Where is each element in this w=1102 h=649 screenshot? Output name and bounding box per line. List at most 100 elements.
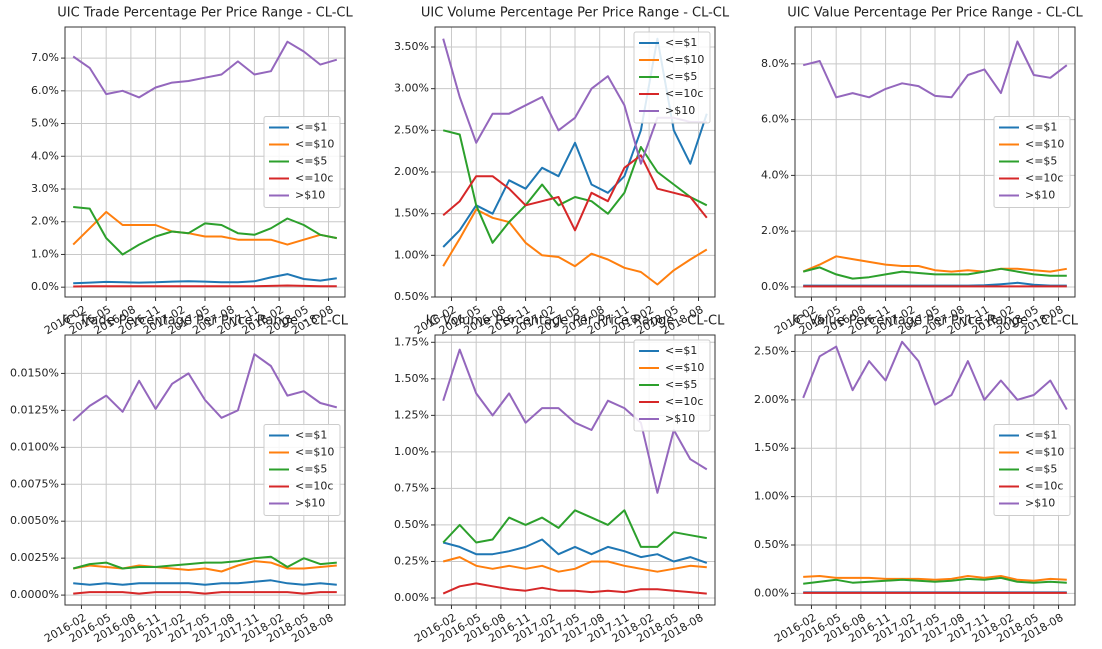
y-tick-label: 2.0% <box>31 215 59 228</box>
plot-frame <box>434 334 716 606</box>
legend-label: <=$1 <box>295 121 327 134</box>
y-tick-label: 6.0% <box>31 84 59 97</box>
series-line <box>73 579 337 586</box>
legend-label: >$10 <box>1025 497 1055 510</box>
panel: UIC Value Percentage Per Price Range - C… <box>761 6 1084 338</box>
series-line <box>803 576 1067 585</box>
legend-label: <=$1 <box>1025 429 1057 442</box>
y-tick-label: 0.00% <box>754 586 789 599</box>
legend-label: <=$1 <box>665 36 697 49</box>
y-tick-label: 0.0125% <box>10 403 59 416</box>
y-tick-label: 0.50% <box>394 518 429 531</box>
legend-label: >$10 <box>295 189 325 202</box>
y-tick-label: 3.50% <box>394 40 429 53</box>
series-line <box>442 538 708 564</box>
y-tick-label: 1.25% <box>394 408 429 421</box>
y-tick-label: 0.50% <box>754 538 789 551</box>
plot-frame <box>794 334 1076 606</box>
legend-box <box>263 116 341 208</box>
series-line <box>73 284 337 288</box>
y-tick-label: 0.0025% <box>10 551 59 564</box>
y-tick-label: 1.50% <box>394 207 429 220</box>
legend: <=$1 <=$10 <=$5 <=10c >$10 <box>633 339 711 432</box>
series-line <box>802 255 1067 273</box>
legend-label: <=$10 <box>1025 446 1064 459</box>
legend-box <box>993 424 1071 516</box>
y-tick-label: 0.0000% <box>10 588 59 601</box>
legend-label: <=$10 <box>665 53 704 66</box>
plot-frame <box>64 26 346 298</box>
y-tick-label: 0.25% <box>394 554 429 567</box>
legend: <=$1 <=$10 <=$5 <=10c >$10 <box>993 424 1071 516</box>
legend: <=$1 <=$10 <=$5 <=10c >$10 <box>633 31 711 124</box>
y-tick-label: 4.0% <box>31 149 59 162</box>
legend-box <box>633 31 711 124</box>
series-line <box>73 591 337 595</box>
legend-box <box>993 116 1071 208</box>
chart-title: UIC Volume Percentage Per Price Range - … <box>421 6 730 21</box>
y-tick-label: 0.0100% <box>10 440 59 453</box>
y-tick-label: 1.00% <box>754 490 789 503</box>
plot-frame <box>64 334 346 606</box>
y-tick-label: 1.00% <box>394 445 429 458</box>
series-line <box>72 555 337 570</box>
y-tick-label: 1.50% <box>394 372 429 385</box>
y-tick-label: 0.0075% <box>10 477 59 490</box>
panel: UIC Volume Percentage Per Price Range - … <box>394 6 730 338</box>
y-tick-label: 2.50% <box>754 344 789 357</box>
legend-label: >$10 <box>295 497 325 510</box>
series-line <box>73 273 337 285</box>
legend-label: <=10c <box>1025 172 1063 185</box>
series-line <box>442 129 708 244</box>
y-tick-label: 1.50% <box>754 441 789 454</box>
panel: IC Value Percentage Per Price Range - CL… <box>754 314 1079 646</box>
series-line <box>73 560 337 573</box>
series-line <box>442 348 708 494</box>
legend-label: <=$10 <box>295 446 334 459</box>
plot-frame <box>794 26 1076 298</box>
legend-label: <=$1 <box>1025 121 1057 134</box>
chart-title: IC Value Percentage Per Price Range - CL… <box>792 314 1079 329</box>
series-line <box>72 210 337 246</box>
series-line <box>442 582 707 595</box>
panel: IC Trade Percentage Per Price Range - CL… <box>10 314 349 646</box>
chart-title: UIC Value Percentage Per Price Range - C… <box>787 6 1083 21</box>
y-tick-label: 0.50% <box>394 290 429 303</box>
legend-label: <=$5 <box>665 378 697 391</box>
y-tick-label: 2.50% <box>394 123 429 136</box>
legend-label: <=$10 <box>1025 138 1064 151</box>
legend-label: >$10 <box>665 412 695 425</box>
series-line <box>72 353 338 422</box>
y-tick-label: 4.0% <box>761 168 789 181</box>
series-line <box>442 208 708 286</box>
legend-label: <=10c <box>665 87 703 100</box>
y-tick-label: 1.75% <box>394 335 429 348</box>
legend-label: <=$1 <box>295 429 327 442</box>
y-tick-label: 3.00% <box>394 82 429 95</box>
y-tick-label: 0.00% <box>394 591 429 604</box>
legend-label: >$10 <box>1025 189 1055 202</box>
y-tick-label: 5.0% <box>31 117 59 130</box>
y-tick-label: 0.0050% <box>10 514 59 527</box>
legend-box <box>263 424 341 516</box>
legend-label: <=$1 <box>665 344 697 357</box>
series-line <box>73 206 337 256</box>
y-tick-label: 3.0% <box>31 182 59 195</box>
y-tick-label: 7.0% <box>31 51 59 64</box>
y-tick-label: 8.0% <box>761 57 789 70</box>
series-line <box>442 556 707 573</box>
legend-label: <=10c <box>1025 480 1063 493</box>
y-tick-label: 2.00% <box>754 393 789 406</box>
y-tick-label: 1.0% <box>31 247 59 260</box>
legend-label: <=$5 <box>1025 463 1057 476</box>
plot-frame <box>434 26 716 298</box>
chart-title: IC Volume Percentage Per Price Range - C… <box>426 314 726 329</box>
series-line <box>802 40 1068 99</box>
legend-label: <=$5 <box>1025 155 1057 168</box>
legend-label: <=10c <box>295 172 333 185</box>
series-line <box>442 509 707 548</box>
legend-label: <=$5 <box>295 463 327 476</box>
legend-label: <=$5 <box>665 70 697 83</box>
series-line <box>72 40 338 99</box>
legend-box <box>633 339 711 432</box>
